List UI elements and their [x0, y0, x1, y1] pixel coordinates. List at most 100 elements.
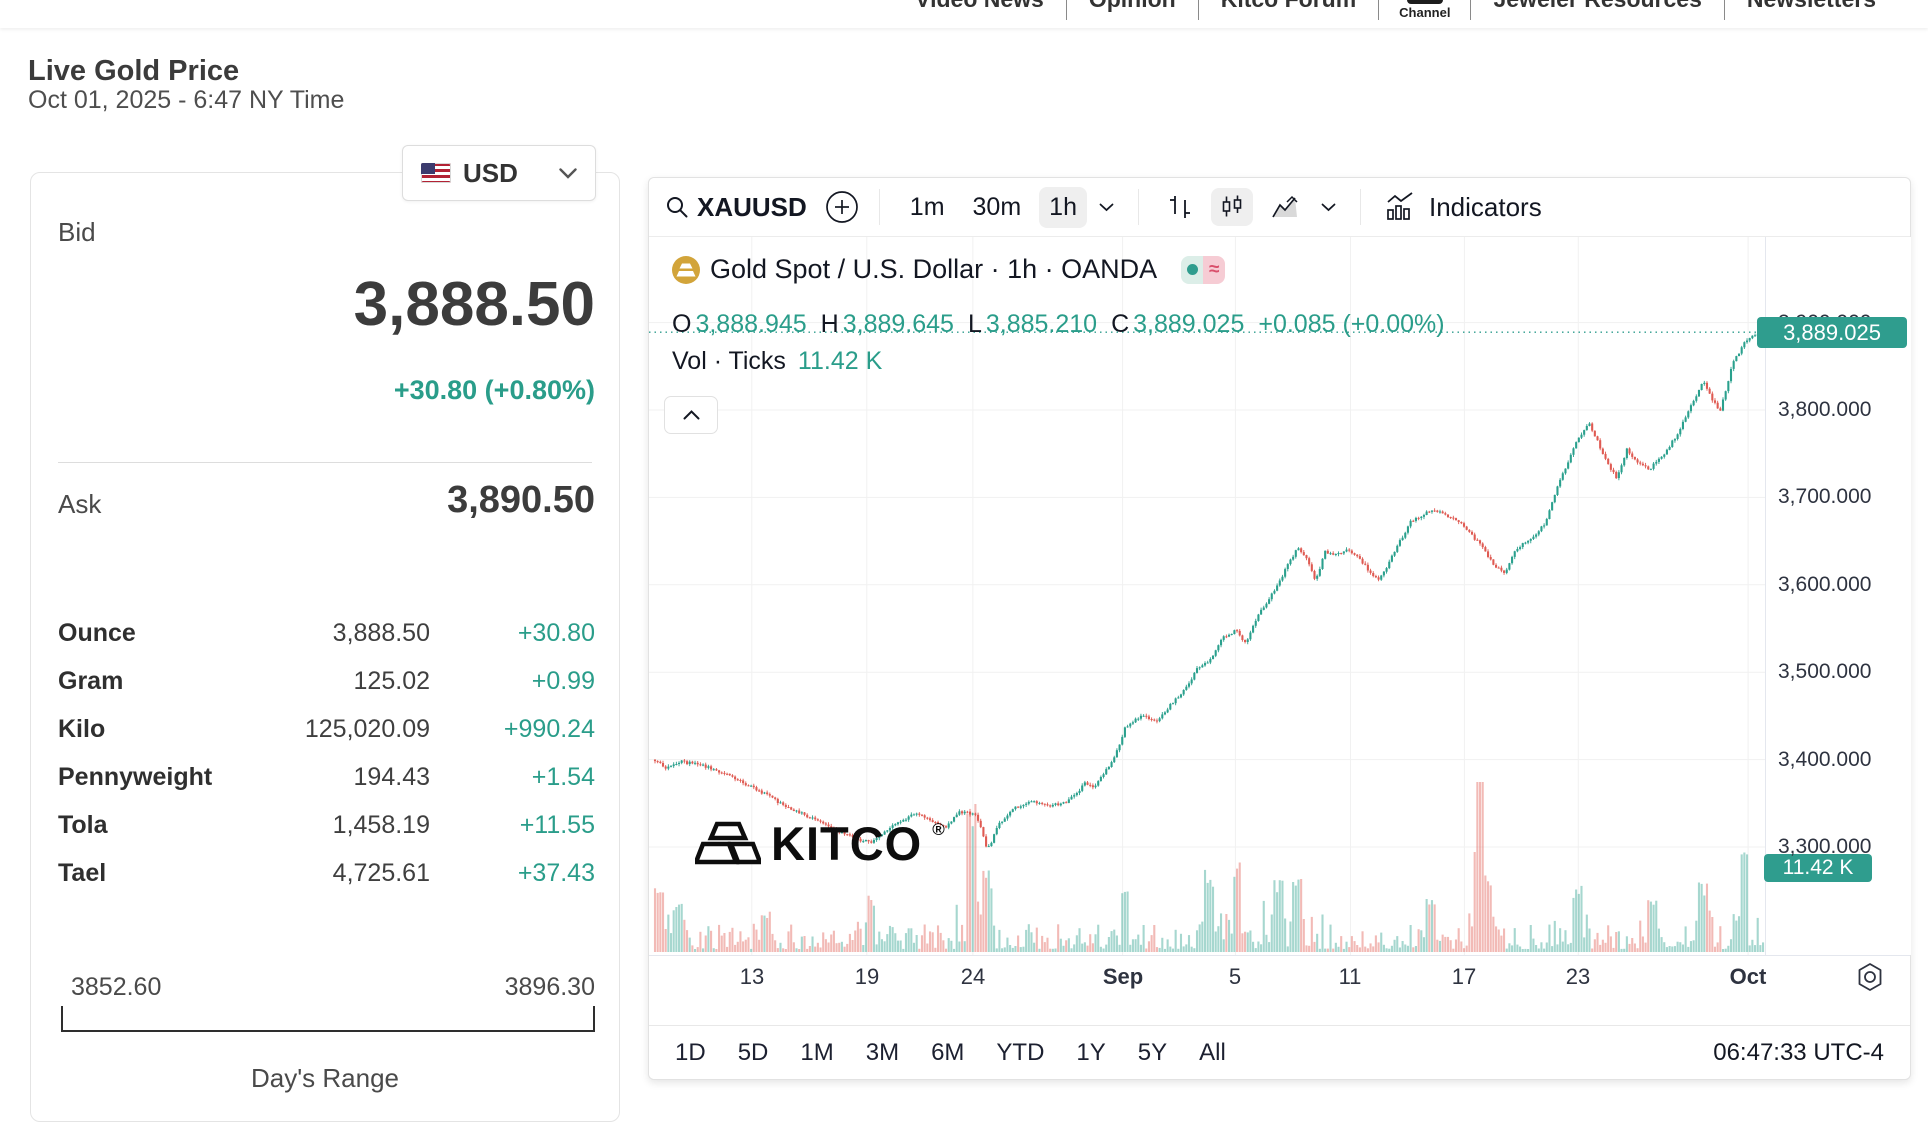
range-button-5y[interactable]: 5Y: [1137, 1038, 1168, 1066]
candles-chart-type-icon[interactable]: [1210, 188, 1253, 226]
toolbar-divider: [1359, 189, 1361, 225]
symbol-title: Gold Spot / U.S. Dollar · 1h · OANDA: [710, 254, 1158, 284]
nav-item-kitco-forum[interactable]: Kitco Forum: [1199, 0, 1378, 14]
unit-value: 4,725.61: [332, 859, 430, 887]
nav-separator: [1723, 0, 1725, 20]
gold-bars-icon: [695, 821, 761, 865]
unit-value: 194.43: [353, 763, 430, 791]
nav-separator: [1197, 0, 1199, 20]
market-status-toggle[interactable]: ≈: [1181, 255, 1226, 284]
page-datetime: Oct 01, 2025 - 6:47 NY Time: [28, 86, 345, 114]
nav-item-channel[interactable]: Channel: [1379, 0, 1470, 20]
time-axis-label: 19: [854, 964, 880, 989]
indicators-icon: [1387, 192, 1413, 220]
ask-price: 3,890.50: [447, 479, 595, 521]
time-axis-label: 5: [1228, 964, 1242, 989]
page-title: Live Gold Price: [28, 55, 240, 88]
ohlc-value: 3,889.025: [1133, 310, 1245, 338]
symbol-search-button[interactable]: XAUUSD: [697, 191, 807, 222]
ohlc-readout: O 3,888.945 H 3,889.645 L 3,885.210 C 3,889.025…: [672, 310, 1445, 339]
kitco-logo-text: KITCO: [771, 817, 923, 870]
range-button-5d[interactable]: 5D: [737, 1038, 769, 1066]
table-row: Kilo 125,020.09 +990.24: [58, 705, 595, 753]
table-row: Tael 4,725.61 +37.43: [58, 849, 595, 897]
gold-coin-icon: [672, 255, 700, 284]
currency-selector[interactable]: USD: [402, 145, 596, 201]
price-axis-label: 3,500.000: [1778, 660, 1872, 683]
ohlc-value: 3,885.210: [985, 310, 1098, 338]
nav-item-jeweler-resources[interactable]: Jeweler Resources: [1471, 0, 1723, 14]
axis-settings-gear-icon[interactable]: [1854, 961, 1886, 998]
interval-chevron-icon[interactable]: [1099, 203, 1114, 212]
compare-add-icon[interactable]: [825, 190, 859, 224]
time-axis-label: 17: [1451, 964, 1477, 989]
range-button-1d[interactable]: 1D: [675, 1038, 706, 1066]
approx-price-icon: ≈: [1203, 255, 1226, 284]
range-button-6m[interactable]: 6M: [931, 1038, 965, 1066]
price-axis-label: 3,400.000: [1778, 748, 1872, 771]
ohlc-key: H: [820, 310, 839, 338]
price-axis-label: 3,600.000: [1778, 573, 1872, 596]
table-row: Pennyweight 194.43 +1.54: [58, 753, 595, 801]
interval-button-1m[interactable]: 1m: [909, 192, 945, 221]
market-open-dot-icon: [1181, 255, 1204, 284]
interval-button-30m[interactable]: 30m: [972, 192, 1022, 221]
legend-collapse-button[interactable]: [664, 396, 718, 434]
unit-change: +11.55: [519, 811, 595, 839]
quote-card: Bid 3,888.50 +30.80 (+0.80%) Ask 3,890.5…: [30, 172, 620, 1122]
volume-readout: Vol · Ticks 11.42 K: [672, 347, 882, 376]
chart-bottom-bar: 1D 5D 1M 3M 6M YTD 1Y 5Y All 06:47:33 UTC-4: [649, 1025, 1910, 1079]
table-row: Ounce 3,888.50 +30.80: [58, 609, 595, 657]
interval-group: 1m 30m 1h: [900, 186, 1095, 228]
chevron-down-icon: [559, 167, 577, 179]
nav-item-opinion[interactable]: Opinion: [1067, 0, 1198, 14]
time-axis-label: 13: [739, 964, 765, 989]
nav-item-newsletters[interactable]: Newsletters: [1725, 0, 1898, 14]
range-button-1m[interactable]: 1M: [800, 1038, 834, 1066]
price-axis-label: 3,700.000: [1778, 485, 1872, 508]
chart-legend-symbol[interactable]: Gold Spot / U.S. Dollar · 1h · OANDA ≈: [672, 254, 1226, 285]
unit-value: 3,888.50: [332, 619, 430, 647]
unit-label: Pennyweight: [58, 763, 213, 791]
toolbar-divider: [878, 189, 880, 225]
unit-conversion-table: Ounce 3,888.50 +30.80 Gram 125.02 +0.99 Kilo 12…: [58, 609, 595, 897]
range-button-3m[interactable]: 3M: [865, 1038, 900, 1066]
search-icon[interactable]: [665, 195, 689, 219]
bid-change: +30.80 (+0.80%): [393, 375, 595, 405]
nav-separator: [1065, 0, 1067, 20]
nav-item-label: Channel: [1399, 5, 1451, 20]
time-axis-label: Oct: [1729, 964, 1767, 989]
area-chart-type-icon[interactable]: [1263, 188, 1307, 226]
unit-change: +1.54: [531, 763, 595, 791]
toolbar-divider: [1137, 189, 1139, 225]
price-axis-label: 3,300.000: [1778, 835, 1872, 858]
range-button-all[interactable]: All: [1199, 1038, 1226, 1066]
unit-value: 1,458.19: [332, 811, 430, 839]
nav-separator: [1470, 0, 1472, 20]
chart-type-chevron-icon[interactable]: [1321, 203, 1336, 212]
indicators-button[interactable]: Indicators: [1385, 192, 1542, 223]
day-range-low: 3852.60: [71, 973, 162, 1001]
time-axis-label: 11: [1338, 964, 1362, 989]
time-axis[interactable]: 13 19 24 Sep 5 11 17 23 Oct: [649, 955, 1910, 995]
clock-utc: 06:47:33 UTC-4: [1713, 1038, 1884, 1066]
ohlc-value: 3,889.645: [842, 310, 954, 338]
time-axis-label: 23: [1565, 964, 1591, 989]
candlestick-chart-canvas[interactable]: [649, 237, 1766, 955]
day-range-label: Day's Range: [250, 1063, 400, 1093]
unit-label: Gram: [58, 667, 124, 695]
ohlc-value: 3,888.945: [695, 310, 807, 338]
price-axis[interactable]: 11.42 K 3,900.0003,800.0003,700.0003,600…: [1757, 237, 1911, 955]
ohlc-key: L: [967, 310, 982, 338]
ask-label: Ask: [58, 489, 102, 519]
unit-value: 125,020.09: [304, 715, 430, 743]
range-button-1y[interactable]: 1Y: [1076, 1038, 1106, 1066]
bars-chart-type-icon[interactable]: [1159, 188, 1201, 226]
currency-label: USD: [463, 157, 518, 188]
unit-change: +990.24: [503, 715, 595, 743]
time-axis-label: Sep: [1102, 964, 1144, 989]
range-button-ytd[interactable]: YTD: [996, 1038, 1045, 1066]
unit-change: +37.43: [517, 859, 595, 887]
interval-button-1h[interactable]: 1h: [1039, 186, 1087, 228]
nav-item-video-news[interactable]: Video News: [893, 0, 1066, 14]
